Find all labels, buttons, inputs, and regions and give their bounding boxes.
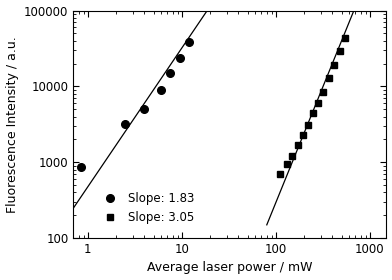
X-axis label: Average laser power / mW: Average laser power / mW — [147, 262, 313, 274]
Legend: Slope: 1.83, Slope: 3.05: Slope: 1.83, Slope: 3.05 — [95, 189, 198, 228]
Y-axis label: Fluorescence Intensity / a.u.: Fluorescence Intensity / a.u. — [5, 36, 18, 213]
